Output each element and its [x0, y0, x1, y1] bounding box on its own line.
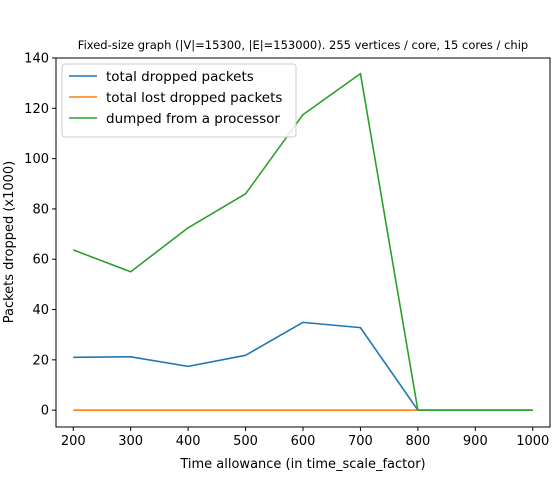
- x-axis-label: Time allowance (in time_scale_factor): [179, 457, 425, 472]
- legend: total dropped packets total lost dropped …: [61, 63, 297, 138]
- y-tick-label: 0: [41, 404, 49, 419]
- series-line-3: [72, 72, 533, 411]
- y-tick-label: 140: [24, 52, 49, 67]
- legend-label: total lost dropped packets: [106, 90, 282, 106]
- y-tick-label: 40: [32, 303, 49, 318]
- y-tick-label: 20: [32, 353, 49, 368]
- x-tick-label: 900: [463, 434, 488, 449]
- chart-title: Fixed-size graph (|V|=15300, |E|=153000)…: [78, 38, 528, 52]
- x-tick-label: 300: [118, 434, 143, 449]
- series-layer: [72, 72, 533, 411]
- x-tick-label: 600: [291, 434, 316, 449]
- x-tick-label: 500: [233, 434, 258, 449]
- y-tick-label: 100: [24, 152, 49, 167]
- y-axis: 0 20 40 60 80 100 120 140: [24, 52, 56, 419]
- legend-label: dumped from a processor: [106, 111, 280, 127]
- legend-box: [61, 63, 297, 138]
- y-tick-label: 80: [32, 202, 49, 217]
- plot-border: [55, 57, 551, 428]
- x-axis: 200 300 400 500 600 700 800 900 1000: [61, 427, 549, 449]
- x-tick-label: 200: [61, 434, 86, 449]
- legend-label: total dropped packets: [106, 69, 254, 85]
- y-tick-label: 60: [32, 253, 49, 268]
- x-tick-label: 400: [176, 434, 201, 449]
- x-tick-label: 800: [405, 434, 430, 449]
- x-tick-label: 1000: [516, 434, 549, 449]
- y-axis-label: Packets dropped (x1000): [2, 161, 17, 324]
- x-tick-label: 700: [348, 434, 373, 449]
- y-tick-label: 120: [24, 102, 49, 117]
